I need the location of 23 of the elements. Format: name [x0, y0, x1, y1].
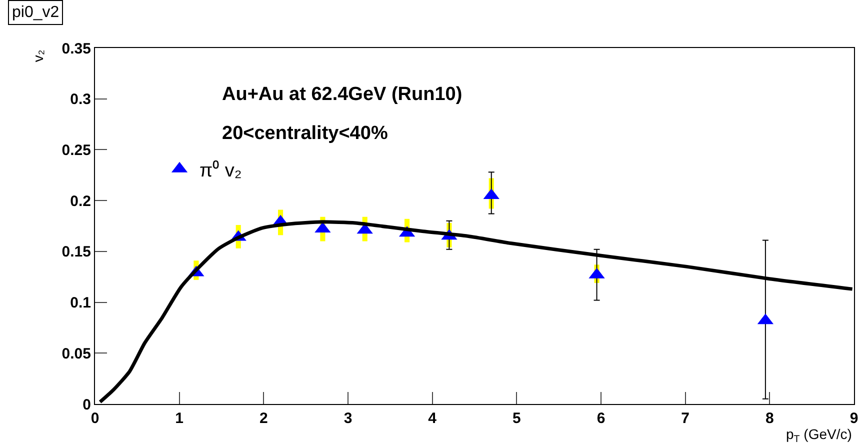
y-tick-label: 0.2 — [70, 192, 91, 210]
x-tick-label: 5 — [512, 410, 521, 427]
y-tick-label: 0.3 — [70, 91, 91, 108]
annotation: Au+Au at 62.4GeV (Run10) — [222, 84, 462, 105]
annotation: 20<centrality<40% — [222, 123, 388, 144]
x-tick-label: 7 — [681, 410, 690, 427]
y-tick-label: 0.35 — [62, 40, 91, 58]
x-tick-label: 2 — [260, 410, 268, 427]
y-tick-label: 0.15 — [62, 244, 91, 261]
y-tick-label: 0.05 — [62, 345, 91, 362]
y-axis-title: v₂ — [30, 50, 46, 62]
x-tick-label: 9 — [850, 410, 858, 427]
x-tick-label: 1 — [175, 410, 184, 427]
x-tick-label: 8 — [766, 410, 774, 427]
y-tick-label: 0.25 — [62, 142, 91, 159]
x-axis-title: p$_{T}$ (GeV/c) — [786, 426, 852, 445]
chart-title: pi0_v2 — [12, 4, 60, 21]
x-tick-label: 3 — [344, 410, 352, 427]
y-tick-label: 0.1 — [70, 294, 91, 312]
y-tick-label: 0 — [82, 396, 91, 414]
legend-label: π⁰ v₂ — [200, 159, 242, 182]
x-tick-label: 6 — [596, 410, 606, 427]
x-tick-label: 4 — [428, 410, 438, 427]
